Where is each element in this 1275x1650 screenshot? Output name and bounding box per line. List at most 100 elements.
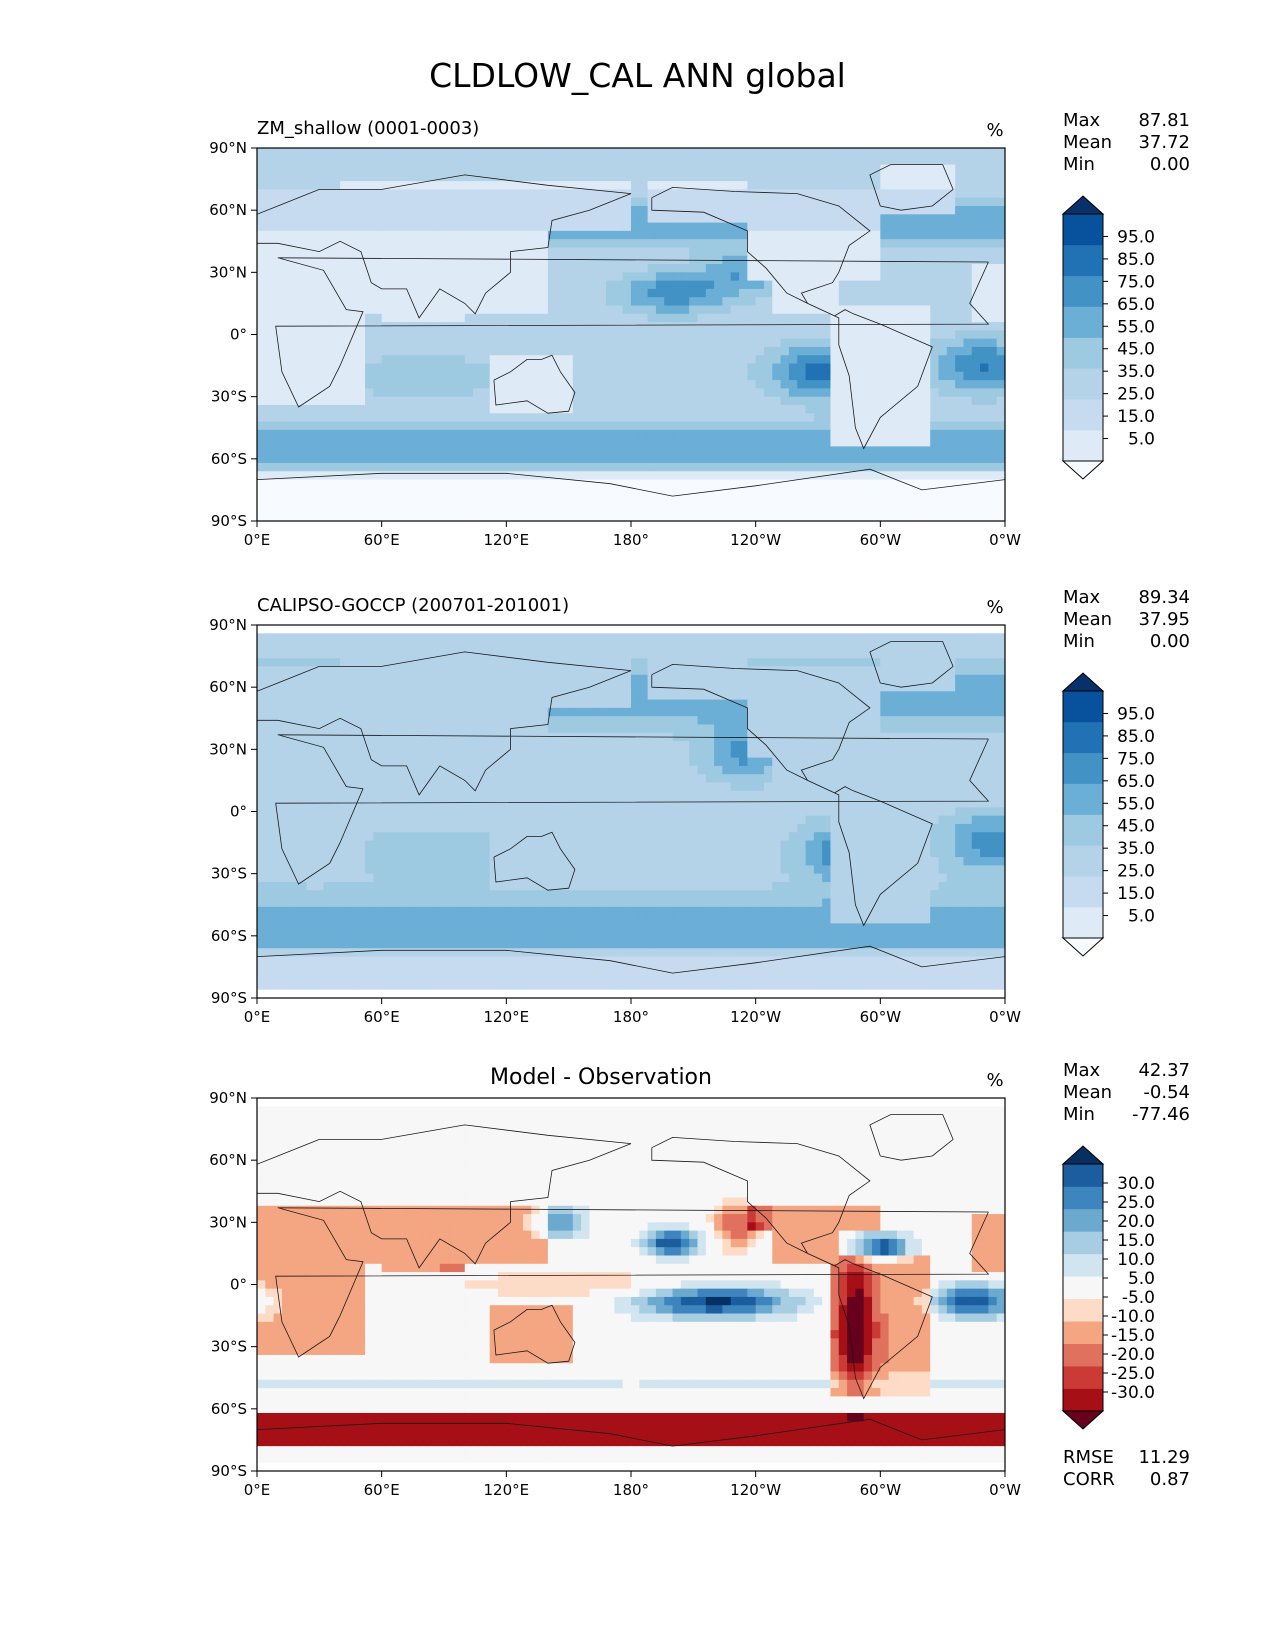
grid-cell [389,288,399,298]
grid-cell [381,625,391,634]
grid-cell [689,691,699,701]
grid-cell [996,297,1005,307]
grid-cell [365,666,374,676]
grid-cell [365,699,374,709]
grid-cell [489,297,499,307]
grid-cell [306,355,316,365]
grid-cell [290,421,300,431]
grid-cell [680,699,690,709]
grid-cell [356,649,366,659]
grid-cell [838,189,848,199]
grid-cell [290,355,300,365]
grid-cell [506,421,516,431]
grid-cell [863,666,873,676]
grid-cell [971,322,981,331]
grid-cell [506,683,516,692]
grid-cell [755,404,765,414]
grid-cell [672,222,682,232]
grid-cell [797,247,807,257]
grid-cell [838,181,848,191]
grid-cell [315,438,325,447]
grid-cell [680,264,690,273]
grid-cell [481,181,491,191]
grid-cell [389,148,399,157]
grid-cell [389,633,399,643]
grid-cell [946,454,956,464]
grid-cell [257,454,266,464]
grid-cell [631,247,640,257]
grid-cell [780,214,790,224]
grid-cell [980,380,989,389]
grid-cell [655,355,665,365]
grid-cell [564,683,574,692]
grid-cell [506,214,516,224]
grid-cell [456,206,466,215]
grid-cell [988,305,998,315]
grid-cell [855,633,865,643]
grid-cell [905,666,915,676]
panel-title: ZM_shallow (0001-0003) [257,118,479,139]
grid-cell [921,666,931,676]
grid-cell [448,355,458,365]
grid-cell [805,305,815,315]
grid-cell [273,255,283,265]
grid-cell [689,658,699,668]
grid-cell [464,264,474,273]
grid-cell [323,691,333,701]
grid-cell [381,330,391,340]
grid-cell [273,371,283,381]
grid-cell [597,322,607,331]
grid-cell [473,148,482,157]
grid-cell [672,305,682,315]
grid-cell [406,633,416,643]
grid-cell [589,280,599,290]
grid-cell [971,181,981,191]
grid-cell [730,222,740,232]
grid-cell [498,462,507,472]
grid-cell [323,164,333,174]
grid-cell [680,164,690,174]
coastline-4 [869,164,954,211]
grid-cell [680,446,690,456]
grid-cell [896,421,906,431]
grid-cell [971,230,981,240]
grid-cell [606,633,615,643]
grid-cell [988,674,998,684]
grid-cell [556,288,566,298]
grid-cell [547,338,557,348]
grid-cell [797,239,807,249]
grid-cell [664,189,674,199]
grid-cell [564,633,574,643]
grid-cell [323,633,333,643]
grid-cell [406,404,416,414]
grid-cell [996,255,1005,265]
grid-cell [265,633,275,643]
grid-cell [647,380,657,389]
grid-cell [273,189,283,199]
grid-cell [955,313,965,323]
grid-cell [298,674,308,684]
grid-cell [539,396,549,406]
grid-cell [963,496,973,506]
grid-cell [963,280,973,290]
grid-cell [797,633,807,643]
grid-cell [921,288,931,298]
grid-cell [597,164,607,174]
grid-cell [680,496,690,506]
grid-cell [431,633,441,643]
grid-cell [506,388,516,398]
grid-cell [456,264,466,273]
grid-cell [473,641,482,651]
grid-cell [996,438,1005,447]
grid-cell [522,189,532,199]
grid-cell [996,148,1005,157]
grid-cell [788,658,798,668]
grid-cell [431,471,441,481]
grid-cell [755,164,765,174]
grid-cell [664,164,674,174]
grid-cell [955,413,965,423]
grid-cell [880,197,890,207]
grid-cell [414,438,424,447]
grid-cell [581,683,591,692]
grid-cell [281,355,291,365]
